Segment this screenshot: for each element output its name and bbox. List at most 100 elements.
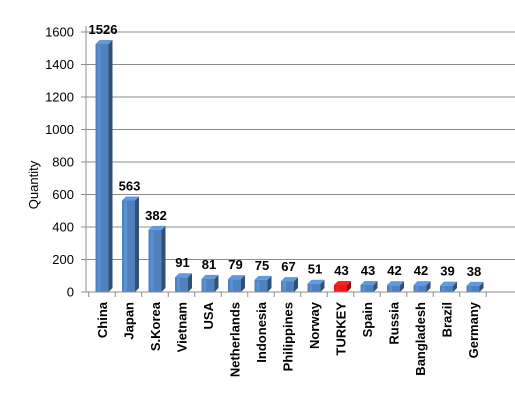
- bar-top: [360, 281, 378, 286]
- bar-philippines: [281, 277, 298, 292]
- bar-side: [320, 279, 325, 292]
- bar-top: [440, 281, 457, 286]
- bar-top: [175, 273, 192, 278]
- bar-side: [400, 281, 404, 292]
- bar-side: [188, 273, 192, 292]
- bar-russia: [387, 281, 404, 292]
- bar-vietnam: [175, 273, 192, 292]
- bar-side: [214, 274, 219, 292]
- x-tick-label: TURKEY: [334, 302, 349, 356]
- data-label: 67: [281, 259, 295, 274]
- bar-highlight: [442, 286, 445, 291]
- bars: 1526 563 382 91 81 79 75 67 51 43 43 42 42 39 38: [89, 22, 484, 293]
- y-tick-label: 800: [52, 155, 74, 170]
- bar-top: [201, 274, 219, 279]
- bar-side: [294, 277, 298, 292]
- bar-front: [466, 285, 480, 292]
- bar-netherlands: [228, 275, 245, 292]
- data-label: 43: [334, 263, 348, 278]
- bar-highlight: [309, 284, 313, 291]
- bar-usa: [201, 274, 219, 292]
- bar-spain: [360, 281, 378, 292]
- y-tick-label: 600: [52, 187, 74, 202]
- bar-side: [161, 225, 166, 292]
- data-label: 42: [387, 263, 401, 278]
- bar-germany: [466, 281, 484, 292]
- bar-top: [122, 196, 139, 201]
- y-axis-label: Quantity: [26, 160, 41, 209]
- x-tick-label: Netherlands: [228, 302, 243, 377]
- x-tick-label: Spain: [360, 302, 375, 337]
- bar-highlight: [124, 201, 127, 291]
- bar-front: [175, 277, 188, 292]
- bar-side: [426, 281, 431, 292]
- bar-highlight: [97, 45, 101, 292]
- bar-side: [373, 281, 378, 292]
- data-label: 81: [202, 257, 216, 272]
- x-tick-label: Philippines: [281, 302, 296, 371]
- bar-front: [122, 200, 135, 292]
- bar-highlight: [415, 286, 419, 291]
- data-label: 42: [414, 263, 428, 278]
- x-tick-label: S.Korea: [148, 301, 163, 351]
- y-tick-label: 400: [52, 220, 74, 235]
- x-tick-label: Indonesia: [254, 301, 269, 362]
- bar-front: [228, 279, 241, 292]
- bar-side: [241, 275, 245, 292]
- bar-highlight: [256, 280, 260, 291]
- bar-front: [360, 285, 374, 292]
- bar-brazil: [440, 281, 457, 292]
- bar-front: [334, 285, 347, 292]
- bar-front: [254, 279, 268, 292]
- bar-bangladesh: [413, 281, 431, 292]
- bar-front: [413, 285, 427, 292]
- bar-side: [347, 281, 351, 292]
- bar-highlight: [362, 286, 366, 291]
- bar-side: [453, 281, 457, 292]
- bar-front: [95, 44, 109, 293]
- x-tick-label: Brazil: [440, 302, 455, 337]
- bar-top: [307, 279, 325, 284]
- x-tick-label: Vietnam: [175, 302, 190, 352]
- bar-top: [413, 281, 431, 286]
- data-label: 79: [228, 257, 242, 272]
- bar-highlight: [230, 280, 233, 291]
- x-axis: China Japan S.Korea Vietnam USA Netherlands In…: [86, 291, 515, 377]
- bar-s-korea: [148, 225, 166, 292]
- bar-side: [479, 281, 484, 292]
- y-tick-label: 0: [67, 285, 74, 300]
- y-tick-label: 200: [52, 252, 74, 267]
- x-tick-label: Russia: [387, 301, 402, 344]
- bar-highlight: [177, 278, 180, 291]
- y-tick-label: 1400: [45, 57, 74, 72]
- data-label: 51: [308, 262, 322, 277]
- bar-top: [334, 281, 351, 286]
- y-tick-label: 1000: [45, 122, 74, 137]
- data-label: 38: [467, 264, 481, 279]
- y-tick-label: 1200: [45, 90, 74, 105]
- bar-china: [95, 40, 113, 293]
- data-label: 39: [440, 264, 454, 279]
- bar-top: [387, 281, 404, 286]
- bar-turkey: [334, 281, 351, 292]
- bar-japan: [122, 196, 139, 292]
- bar-front: [440, 285, 453, 292]
- data-label: 75: [255, 258, 269, 273]
- bar-front: [281, 281, 294, 292]
- bar-highlight: [336, 286, 339, 291]
- x-tick-label: Norway: [307, 301, 322, 349]
- bar-top: [95, 40, 113, 45]
- x-tick-label: China: [95, 301, 110, 338]
- bar-front: [387, 285, 400, 292]
- bar-highlight: [468, 286, 472, 291]
- bar-front: [148, 229, 162, 292]
- x-tick-label: Germany: [466, 301, 481, 358]
- bar-highlight: [283, 282, 286, 291]
- x-tick-label: USA: [201, 301, 216, 329]
- bar-top: [228, 275, 245, 280]
- data-label: 43: [361, 263, 375, 278]
- bar-front: [307, 283, 321, 292]
- bar-front: [201, 278, 215, 292]
- data-label: 563: [119, 179, 141, 194]
- x-tick-label: Bangladesh: [413, 302, 428, 376]
